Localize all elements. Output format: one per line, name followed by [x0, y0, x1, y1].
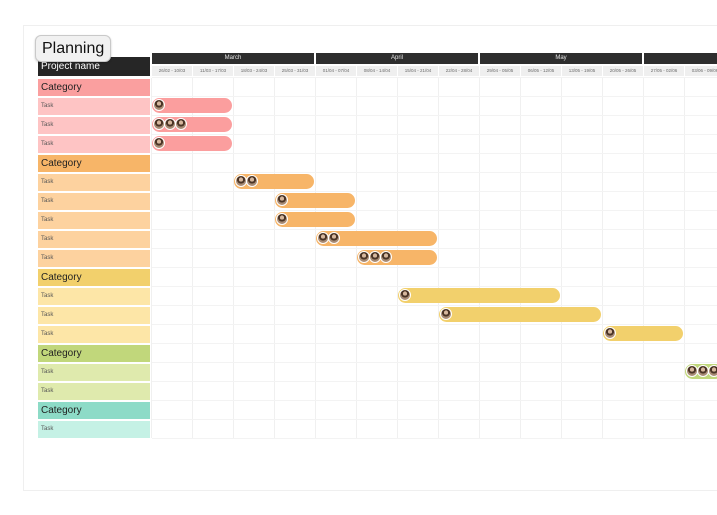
month-header	[644, 53, 717, 64]
category-label[interactable]: Category	[38, 402, 150, 419]
task-label[interactable]: Task	[38, 307, 150, 324]
grid-line-horizontal	[152, 153, 717, 154]
grid-line-horizontal	[152, 362, 717, 363]
grid-line-horizontal	[152, 305, 717, 306]
task-bar[interactable]	[316, 231, 437, 246]
grid-line-vertical	[192, 78, 193, 438]
assignee-avatar[interactable]	[440, 308, 452, 320]
grid-line-horizontal	[152, 324, 717, 325]
grid-line-vertical	[151, 78, 152, 438]
grid-line-horizontal	[152, 172, 717, 173]
task-label[interactable]: Task	[38, 98, 150, 115]
category-label[interactable]: Category	[38, 79, 150, 96]
grid-line-vertical	[520, 78, 521, 438]
grid-line-vertical	[356, 78, 357, 438]
assignee-avatar[interactable]	[708, 365, 717, 377]
task-bar[interactable]	[439, 307, 601, 322]
grid-line-horizontal	[152, 419, 717, 420]
week-header: 03/06 - 09/06	[685, 66, 717, 76]
week-header: 01/04 - 07/04	[316, 66, 356, 76]
grid-line-vertical	[233, 78, 234, 438]
task-label[interactable]: Task	[38, 193, 150, 210]
week-header: 15/04 - 21/04	[398, 66, 438, 76]
task-bar[interactable]	[398, 288, 560, 303]
task-label[interactable]: Task	[38, 136, 150, 153]
week-header: 18/03 - 24/03	[234, 66, 274, 76]
assignee-avatar[interactable]	[380, 251, 392, 263]
assignee-avatar[interactable]	[153, 137, 165, 149]
task-bar[interactable]	[152, 98, 232, 113]
task-label[interactable]: Task	[38, 383, 150, 400]
task-label[interactable]: Task	[38, 231, 150, 248]
task-bar[interactable]	[152, 136, 232, 151]
month-header: May	[480, 53, 642, 64]
task-bar[interactable]	[234, 174, 314, 189]
category-label[interactable]: Category	[38, 269, 150, 286]
task-label[interactable]: Task	[38, 117, 150, 134]
grid-line-horizontal	[152, 286, 717, 287]
category-label[interactable]: Category	[38, 155, 150, 172]
task-label[interactable]: Task	[38, 364, 150, 381]
planning-title-button[interactable]: Planning	[35, 35, 112, 62]
week-header: 22/04 - 28/04	[439, 66, 479, 76]
week-header: 13/05 - 19/05	[562, 66, 602, 76]
assignee-avatar[interactable]	[399, 289, 411, 301]
grid-line-horizontal	[152, 267, 717, 268]
task-label[interactable]: Task	[38, 288, 150, 305]
task-bar[interactable]	[275, 212, 355, 227]
grid-line-vertical	[561, 78, 562, 438]
grid-line-horizontal	[152, 229, 717, 230]
month-header: April	[316, 53, 478, 64]
week-header: 08/04 - 14/04	[357, 66, 397, 76]
grid-line-horizontal	[152, 77, 717, 78]
task-label[interactable]: Task	[38, 326, 150, 343]
week-header: 25/03 - 31/03	[275, 66, 315, 76]
task-bar[interactable]	[685, 364, 717, 379]
category-label[interactable]: Category	[38, 345, 150, 362]
grid-line-horizontal	[152, 381, 717, 382]
grid-line-horizontal	[152, 191, 717, 192]
week-header: 20/05 - 26/05	[603, 66, 643, 76]
grid-line-vertical	[315, 78, 316, 438]
task-bar[interactable]	[275, 193, 355, 208]
week-header: 11/03 - 17/03	[193, 66, 233, 76]
grid-line-vertical	[479, 78, 480, 438]
month-header: March	[152, 53, 314, 64]
grid-line-vertical	[602, 78, 603, 438]
assignee-avatar[interactable]	[175, 118, 187, 130]
grid-line-vertical	[438, 78, 439, 438]
grid-line-horizontal	[152, 96, 717, 97]
assignee-avatar[interactable]	[246, 175, 258, 187]
week-header: 29/04 - 05/05	[480, 66, 520, 76]
grid-line-horizontal	[152, 134, 717, 135]
grid-line-horizontal	[152, 248, 717, 249]
week-header: 27/05 - 02/06	[644, 66, 684, 76]
grid-line-horizontal	[152, 115, 717, 116]
task-bar[interactable]	[357, 250, 437, 265]
grid-line-horizontal	[152, 400, 717, 401]
grid-line-horizontal	[152, 210, 717, 211]
assignee-avatar[interactable]	[276, 194, 288, 206]
task-label[interactable]: Task	[38, 174, 150, 191]
week-header: 06/05 - 12/05	[521, 66, 561, 76]
grid-line-vertical	[643, 78, 644, 438]
assignee-avatar[interactable]	[328, 232, 340, 244]
assignee-avatar[interactable]	[604, 327, 616, 339]
week-header: 26/02 - 10/03	[152, 66, 192, 76]
grid-line-horizontal	[152, 438, 717, 439]
assignee-avatar[interactable]	[153, 99, 165, 111]
task-label[interactable]: Task	[38, 212, 150, 229]
task-label[interactable]: Task	[38, 421, 150, 438]
task-bar[interactable]	[152, 117, 232, 132]
grid-line-horizontal	[152, 343, 717, 344]
assignee-avatar[interactable]	[276, 213, 288, 225]
task-bar[interactable]	[603, 326, 683, 341]
task-label[interactable]: Task	[38, 250, 150, 267]
grid-line-vertical	[274, 78, 275, 438]
grid-line-vertical	[684, 78, 685, 438]
